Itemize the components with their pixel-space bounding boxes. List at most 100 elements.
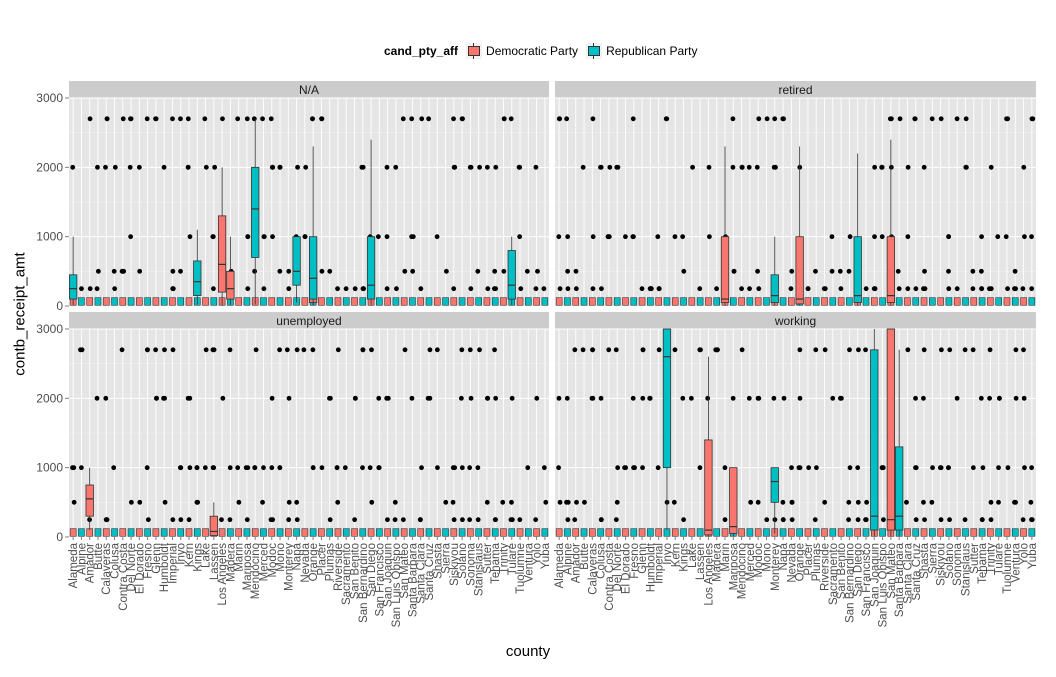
baseline-box <box>467 297 474 306</box>
outlier-point <box>268 116 274 122</box>
outlier-point <box>979 517 985 523</box>
outlier-point <box>402 268 408 274</box>
outlier-point <box>460 517 465 523</box>
x-tick-label: Santa Clara <box>902 542 914 603</box>
baseline-box <box>301 297 309 306</box>
x-tick-label: Stanislaus <box>474 543 486 596</box>
baseline-box <box>613 528 621 537</box>
outlier-point <box>897 116 903 122</box>
outlier-point <box>573 286 579 292</box>
baseline-box <box>144 528 151 537</box>
outlier-point <box>451 116 456 122</box>
outlier-point <box>334 465 340 471</box>
baseline-box <box>516 297 524 306</box>
outlier-point <box>681 268 687 274</box>
baseline-box <box>655 297 662 306</box>
outlier-point <box>846 517 851 523</box>
outlier-point <box>409 116 415 122</box>
outlier-point <box>294 499 300 505</box>
outlier-point <box>722 465 728 471</box>
outlier-point <box>614 164 620 170</box>
x-tick-label: San Luis Obispo <box>391 543 403 627</box>
outlier-point <box>170 116 175 122</box>
baseline-box <box>962 297 969 306</box>
baseline-box <box>862 297 870 306</box>
outlier-point <box>509 499 514 505</box>
outlier-point <box>493 286 499 292</box>
outlier-point <box>360 465 365 471</box>
outlier-point <box>400 517 406 523</box>
baseline-box <box>671 297 679 306</box>
baseline-box <box>425 528 433 537</box>
baseline-box <box>376 297 383 306</box>
x-tick-label: Mariposa <box>728 542 740 590</box>
baseline-box <box>318 528 325 537</box>
outlier-point <box>484 164 490 170</box>
outlier-point <box>178 268 183 274</box>
baseline-box <box>638 297 646 306</box>
baseline-box <box>580 297 588 306</box>
outlier-point <box>119 347 125 353</box>
baseline-box <box>94 297 102 306</box>
outlier-point <box>814 465 819 471</box>
baseline-box <box>318 297 325 306</box>
box-body <box>870 349 879 531</box>
baseline-box <box>475 528 482 537</box>
baseline-box <box>260 528 267 537</box>
baseline-box <box>500 297 507 306</box>
x-tick-label: Placer <box>803 543 815 576</box>
outlier-point <box>598 517 604 523</box>
baseline-box <box>144 297 151 306</box>
outlier-point <box>335 286 340 292</box>
box-body <box>770 274 779 303</box>
baseline-box <box>193 528 201 537</box>
outlier-point <box>565 286 571 292</box>
baseline-box <box>821 297 828 306</box>
baseline-box <box>78 297 85 306</box>
x-tick-label: Yuba <box>1027 542 1039 569</box>
outlier-point <box>535 268 540 274</box>
baseline-box <box>152 297 160 306</box>
outlier-point <box>220 395 226 401</box>
outlier-point <box>319 116 325 122</box>
x-tick-label: Alameda <box>68 542 80 588</box>
outlier-point <box>170 286 176 292</box>
outlier-point <box>813 347 819 353</box>
outlier-point <box>375 234 381 240</box>
baseline-box <box>804 297 812 306</box>
outlier-point <box>103 164 108 170</box>
baseline-box <box>821 528 828 537</box>
baseline-box <box>680 528 687 537</box>
baseline-box <box>647 528 654 537</box>
baseline-box <box>268 297 276 306</box>
x-tick-label: Amador <box>85 543 97 583</box>
outlier-point <box>564 116 570 122</box>
outlier-point <box>946 234 952 240</box>
outlier-point <box>672 234 678 240</box>
outlier-point <box>962 347 968 353</box>
outlier-point <box>905 286 911 292</box>
outlier-point <box>360 347 366 353</box>
outlier-point <box>1013 347 1019 353</box>
x-tick-label: San Diego <box>366 543 378 597</box>
baseline-box <box>500 528 507 537</box>
outlier-point <box>912 116 918 122</box>
outlier-point <box>771 164 777 170</box>
x-tick-label: El Dorado <box>620 543 632 594</box>
outlier-point <box>194 499 200 505</box>
outlier-point <box>493 517 499 523</box>
outlier-point <box>1013 395 1019 401</box>
outlier-point <box>623 234 628 240</box>
baseline-box <box>86 297 93 306</box>
outlier-point <box>475 268 481 274</box>
outlier-point <box>697 347 703 353</box>
outlier-point <box>731 268 737 274</box>
outlier-point <box>715 347 720 353</box>
outlier-point <box>995 234 1001 240</box>
outlier-point <box>70 164 76 170</box>
x-tick-label: San Francisco <box>861 543 873 617</box>
x-tick-label: Santa Cruz <box>424 543 436 601</box>
outlier-point <box>244 517 250 523</box>
baseline-box <box>580 528 588 537</box>
